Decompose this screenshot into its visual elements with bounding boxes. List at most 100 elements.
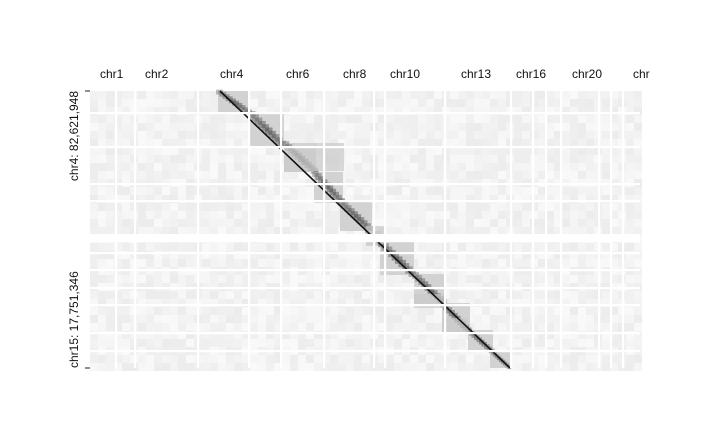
heatmap-cell	[586, 339, 594, 347]
heatmap-cell	[426, 307, 434, 315]
heatmap-cell	[170, 115, 178, 123]
heatmap-cell	[410, 323, 418, 331]
heatmap-cell	[218, 363, 226, 371]
heatmap-cell	[90, 187, 98, 195]
heatmap-cell	[162, 291, 170, 299]
heatmap-cell	[610, 171, 618, 179]
heatmap-cell	[314, 363, 322, 371]
heatmap-cell	[314, 211, 322, 219]
heatmap-cell	[322, 243, 330, 251]
chromosome-separator-vertical	[545, 91, 548, 368]
heatmap-cell	[178, 355, 186, 363]
heatmap-cell	[458, 363, 466, 371]
heatmap-cell	[546, 299, 554, 307]
heatmap-cell	[394, 307, 402, 315]
heatmap-cell	[546, 139, 554, 147]
heatmap-cell	[114, 275, 122, 283]
heatmap-cell	[122, 355, 130, 363]
heatmap-cell	[146, 291, 154, 299]
heatmap-cell	[250, 155, 258, 163]
heatmap-cell	[186, 315, 194, 323]
heatmap-cell	[330, 91, 338, 99]
heatmap-cell	[570, 291, 578, 299]
heatmap-cell	[610, 251, 618, 259]
heatmap-cell	[266, 355, 274, 363]
heatmap-cell	[298, 123, 306, 131]
heatmap-cell	[226, 355, 234, 363]
heatmap-cell	[394, 323, 402, 331]
heatmap-cell	[426, 123, 434, 131]
heatmap-cell	[290, 227, 298, 235]
heatmap-cell	[226, 363, 234, 371]
heatmap-cell	[498, 163, 506, 171]
heatmap-cell	[378, 307, 386, 315]
heatmap-cell	[522, 155, 530, 163]
heatmap-cell	[338, 307, 346, 315]
heatmap-cell	[386, 291, 394, 299]
heatmap-cell	[106, 163, 114, 171]
heatmap-cell	[338, 123, 346, 131]
heatmap-cell	[98, 115, 106, 123]
heatmap-cell	[146, 243, 154, 251]
chromosome-separator-horizontal	[90, 200, 640, 203]
heatmap-cell	[306, 107, 314, 115]
heatmap-cell	[610, 107, 618, 115]
heatmap-cell	[114, 259, 122, 267]
heatmap-cell	[570, 147, 578, 155]
heatmap-cell	[90, 139, 98, 147]
heatmap-cell	[250, 203, 258, 211]
heatmap-cell	[202, 275, 210, 283]
heatmap-cell	[394, 339, 402, 347]
heatmap-cell	[210, 115, 218, 123]
heatmap-cell	[250, 307, 258, 315]
diagonal-block-shade	[474, 335, 480, 341]
heatmap-cell	[266, 251, 274, 259]
heatmap-cell	[410, 187, 418, 195]
heatmap-cell	[482, 155, 490, 163]
heatmap-cell	[122, 163, 130, 171]
heatmap-cell	[602, 227, 610, 235]
heatmap-cell	[346, 243, 354, 251]
heatmap-cell	[466, 211, 474, 219]
heatmap-cell	[298, 307, 306, 315]
heatmap-cell	[634, 203, 642, 211]
heatmap-cell	[354, 355, 362, 363]
heatmap-cell	[362, 331, 370, 339]
heatmap-cell	[186, 275, 194, 283]
heatmap-cell	[434, 339, 442, 347]
heatmap-cell	[202, 139, 210, 147]
diagonal-block-shade	[315, 173, 322, 180]
heatmap-cell	[346, 187, 354, 195]
heatmap-cell	[122, 243, 130, 251]
heatmap-cell	[114, 99, 122, 107]
heatmap-cell	[322, 299, 330, 307]
heatmap-cell	[106, 211, 114, 219]
heatmap-cell	[538, 203, 546, 211]
heatmap-cell	[578, 115, 586, 123]
heatmap-cell	[562, 91, 570, 99]
heatmap-cell	[538, 227, 546, 235]
diagonal-block-shade	[338, 199, 346, 206]
heatmap-cell	[122, 339, 130, 347]
heatmap-cell	[426, 219, 434, 227]
heatmap-cell	[354, 307, 362, 315]
heatmap-cell	[490, 259, 498, 267]
heatmap-cell	[602, 107, 610, 115]
heatmap-cell	[274, 171, 282, 179]
heatmap-cell	[154, 139, 162, 147]
heatmap-cell	[258, 187, 266, 195]
heatmap-cell	[242, 187, 250, 195]
heatmap-cell	[242, 163, 250, 171]
heatmap-cell	[418, 259, 426, 267]
heatmap-cell	[362, 155, 370, 163]
heatmap-cell	[418, 187, 426, 195]
heatmap-cell	[274, 259, 282, 267]
heatmap-cell	[354, 363, 362, 371]
heatmap-cell	[562, 243, 570, 251]
heatmap-cell	[514, 147, 522, 155]
heatmap-cell	[106, 355, 114, 363]
heatmap-cell	[178, 275, 186, 283]
heatmap-cell	[322, 275, 330, 283]
heatmap-cell	[634, 115, 642, 123]
heatmap-cell	[306, 363, 314, 371]
